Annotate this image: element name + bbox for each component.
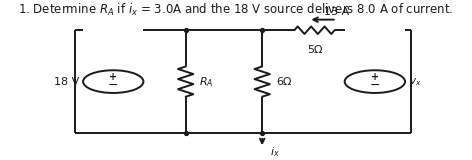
Text: 13 A: 13 A <box>324 7 349 17</box>
Text: $v_x$: $v_x$ <box>409 76 421 88</box>
Text: 18 V: 18 V <box>54 77 79 87</box>
Text: 5Ω: 5Ω <box>307 45 322 55</box>
Text: 6Ω: 6Ω <box>276 77 291 87</box>
Text: −: − <box>108 79 118 92</box>
Text: $R_A$: $R_A$ <box>199 75 214 88</box>
Text: +: + <box>109 72 118 82</box>
Text: +: + <box>371 72 379 82</box>
Text: −: − <box>370 79 380 92</box>
Text: 1. Determine $R_A$ if $i_x$ = 3.0A and the 18 V source delivers 8.0 A of current: 1. Determine $R_A$ if $i_x$ = 3.0A and t… <box>18 2 454 18</box>
Text: $i_x$: $i_x$ <box>270 145 280 159</box>
